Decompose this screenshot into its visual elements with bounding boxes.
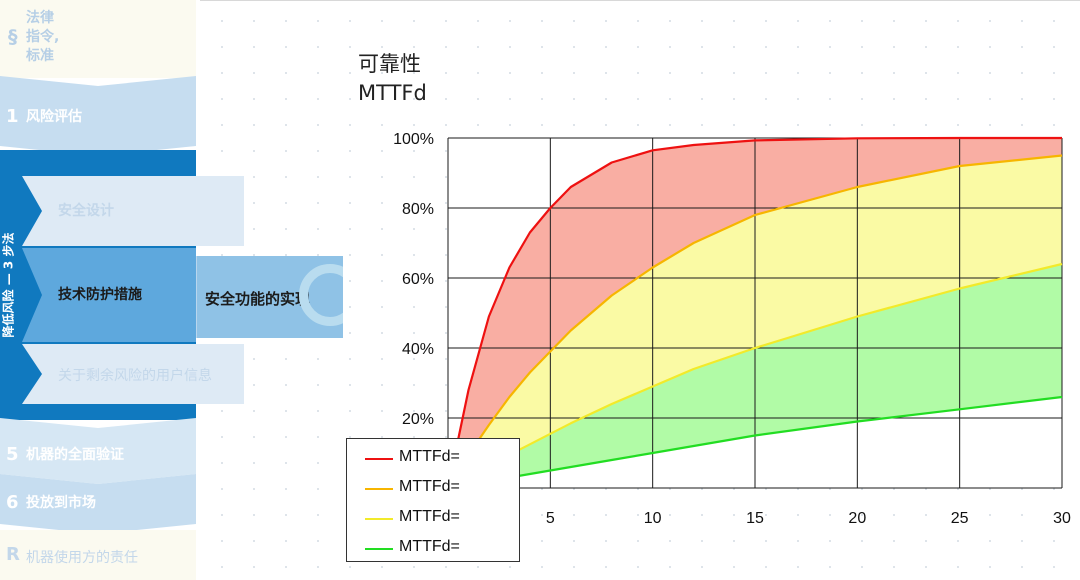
safety-function-callout[interactable]: 安全功能的实现 [196,256,343,338]
y-tick-label: 100% [393,131,434,148]
legal-standards-item[interactable]: § 法律 指令, 标准 [0,0,196,78]
section-symbol-icon: § [8,26,18,48]
x-tick-label: 15 [746,510,764,527]
x-tick-label: 25 [951,510,969,527]
y-tick-label: 80% [402,201,434,218]
step-label: 机器的全面验证 [26,447,124,463]
chart-legend: MTTFd= MTTFd= MTTFd= MTTFd= [346,438,520,562]
x-tick-label: 10 [644,510,662,527]
y-tick-label: 60% [402,271,434,288]
step-label: 机器使用方的责任 [26,550,138,566]
substep-label: 关于剩余风险的用户信息 [58,368,212,384]
substep-label: 技术防护措施 [58,287,142,303]
series-line-2 [447,154,1063,489]
substep-technical-protection[interactable]: 3 技术防护措施 [22,248,196,342]
chart-title: 可靠性 [358,52,421,76]
step-number: R [6,544,20,565]
legend-swatch [365,458,393,460]
chart-subtitle: MTTFd [358,81,427,105]
step-number: 5 [6,444,19,465]
chart-title-block: 可靠性 MTTFd [358,50,427,108]
safety-function-label: 安全功能的实现 [205,290,311,308]
x-tick-label: 20 [848,510,866,527]
process-sidebar: § 法律 指令, 标准 1 风险评估 降低风险 — 3 步法 2 安全设计 3 … [0,0,244,580]
legend-label: MTTFd= [399,538,460,555]
step-number: 1 [6,106,19,127]
step-label: 投放到市场 [26,495,96,511]
x-tick-label: 30 [1053,510,1071,527]
step-risk-assessment[interactable]: 1 风险评估 [0,76,196,156]
step-machine-validation[interactable]: 5 机器的全面验证 [0,418,196,484]
legend-label: MTTFd= [399,448,460,465]
x-tick-label: 5 [546,510,555,527]
step-label: 风险评估 [26,109,82,125]
step-operator-responsibility[interactable]: R 机器使用方的责任 [0,530,196,580]
band-fill-1 [448,138,1062,488]
y-tick-label: 20% [402,411,434,428]
legend-swatch [365,548,393,550]
legend-swatch [365,518,393,520]
y-tick-label: 40% [402,341,434,358]
substep-label: 安全设计 [58,203,114,219]
legend-label: MTTFd= [399,508,460,525]
series-line-1 [446,136,1062,489]
legend-label: MTTFd= [399,478,460,495]
step-market-release[interactable]: 6 投放到市场 [0,474,196,534]
magnifier-icon [299,264,343,326]
legal-standards-label: 法律 指令, 标准 [26,10,60,64]
step-number: 6 [6,492,19,513]
legend-swatch [365,488,393,490]
